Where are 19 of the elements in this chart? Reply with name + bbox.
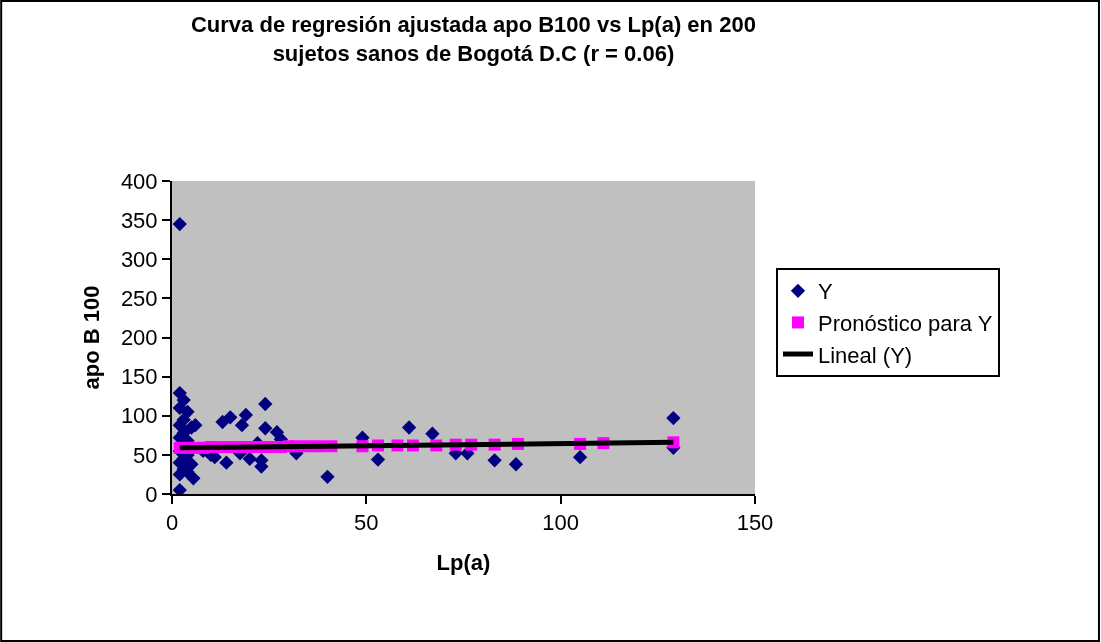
y-tick-label: 150 bbox=[120, 364, 158, 390]
x-tick-label: 150 bbox=[736, 510, 774, 536]
y-tick-label: 300 bbox=[120, 246, 158, 272]
y-tick-label: 250 bbox=[120, 286, 158, 312]
y-tick-label: 0 bbox=[145, 481, 158, 507]
y-tick-label: 100 bbox=[120, 403, 158, 429]
chart-title: Curva de regresión ajustada apo B100 vs Lp(a) en 200 sujetos sanos de Bogotá D.C (r = 0.06) bbox=[190, 12, 756, 66]
y-tick-label: 200 bbox=[120, 325, 158, 351]
x-tick-label: 50 bbox=[354, 510, 379, 536]
x-axis-title: Lp(a) bbox=[436, 549, 491, 575]
legend-label: Y bbox=[817, 279, 833, 305]
y-tick-label: 50 bbox=[133, 442, 158, 468]
y-tick-label: 350 bbox=[120, 207, 158, 233]
y-tick-label: 400 bbox=[120, 168, 158, 194]
x-tick-label: 0 bbox=[165, 510, 179, 536]
x-tick-label: 100 bbox=[542, 510, 580, 536]
y-axis-title: apo B 100 bbox=[79, 285, 105, 390]
legend-label: Pronóstico para Y bbox=[817, 310, 993, 336]
legend-label: Lineal (Y) bbox=[817, 342, 913, 368]
